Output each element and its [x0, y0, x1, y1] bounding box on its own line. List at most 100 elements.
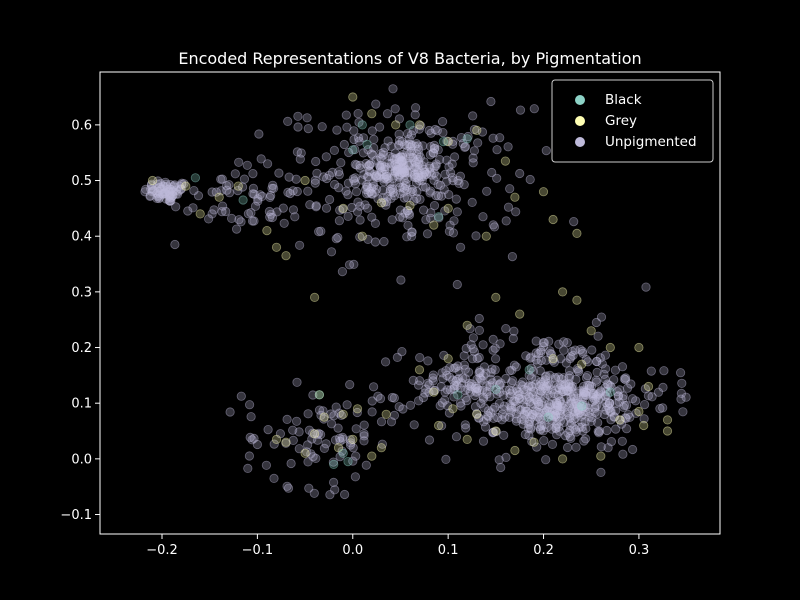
- unpigmented-point: [601, 405, 611, 415]
- unpigmented-point: [558, 386, 568, 397]
- unpigmented-point: [401, 166, 411, 176]
- grey-point: [448, 404, 458, 414]
- unpigmented-point: [600, 374, 610, 384]
- unpigmented-point: [534, 401, 544, 412]
- unpigmented-point: [519, 410, 530, 420]
- unpigmented-point: [557, 399, 567, 409]
- unpigmented-point: [245, 400, 255, 410]
- unpigmented-point: [588, 390, 598, 400]
- unpigmented-point: [532, 442, 542, 452]
- unpigmented-point: [540, 372, 551, 382]
- unpigmented-point: [321, 439, 331, 449]
- unpigmented-point: [432, 126, 442, 136]
- unpigmented-point: [288, 186, 298, 196]
- unpigmented-point: [482, 387, 492, 397]
- unpigmented-point: [249, 189, 259, 199]
- unpigmented-point: [253, 194, 263, 204]
- unpigmented-point: [394, 141, 404, 151]
- unpigmented-point: [566, 398, 577, 408]
- unpigmented-point: [488, 404, 498, 415]
- grey-point: [281, 437, 291, 447]
- unpigmented-point: [452, 380, 462, 391]
- black-point: [453, 390, 463, 400]
- unpigmented-point: [621, 424, 632, 434]
- unpigmented-point: [294, 240, 305, 250]
- unpigmented-point: [157, 189, 168, 199]
- unpigmented-point: [412, 172, 422, 182]
- unpigmented-point: [307, 434, 317, 444]
- unpigmented-point: [349, 134, 359, 145]
- unpigmented-point: [599, 369, 609, 379]
- unpigmented-point: [397, 168, 407, 178]
- unpigmented-point: [387, 392, 397, 403]
- unpigmented-point: [395, 182, 405, 192]
- unpigmented-point: [556, 411, 566, 421]
- unpigmented-point: [528, 386, 539, 396]
- unpigmented-point: [336, 158, 346, 168]
- x-tick-label: 0.1: [438, 543, 459, 558]
- unpigmented-point: [341, 110, 351, 120]
- unpigmented-point: [353, 109, 363, 119]
- unpigmented-point: [386, 141, 396, 151]
- unpigmented-point: [348, 443, 358, 453]
- unpigmented-point: [550, 405, 560, 415]
- unpigmented-point: [164, 196, 174, 206]
- unpigmented-point: [531, 355, 541, 365]
- unpigmented-point: [369, 143, 379, 153]
- unpigmented-point: [545, 370, 555, 380]
- unpigmented-point: [170, 239, 180, 250]
- unpigmented-point: [387, 183, 397, 193]
- unpigmented-point: [552, 385, 562, 395]
- unpigmented-point: [147, 187, 157, 197]
- unpigmented-point: [603, 380, 613, 390]
- unpigmented-point: [216, 174, 226, 184]
- unpigmented-point: [604, 398, 614, 408]
- unpigmented-point: [236, 217, 246, 227]
- grey-point: [510, 445, 520, 456]
- unpigmented-point: [414, 176, 424, 186]
- unpigmented-point: [160, 188, 170, 198]
- unpigmented-point: [283, 483, 294, 493]
- unpigmented-point: [513, 390, 524, 401]
- unpigmented-point: [586, 381, 597, 391]
- unpigmented-point: [525, 397, 535, 407]
- unpigmented-point: [355, 160, 365, 170]
- unpigmented-point: [351, 424, 361, 434]
- unpigmented-point: [505, 184, 515, 194]
- unpigmented-point: [262, 159, 273, 169]
- unpigmented-point: [218, 201, 228, 211]
- unpigmented-point: [559, 403, 569, 413]
- unpigmented-point: [324, 194, 335, 205]
- grey-point: [195, 209, 205, 219]
- unpigmented-point: [168, 186, 178, 196]
- unpigmented-point: [676, 394, 686, 404]
- unpigmented-point: [444, 372, 455, 382]
- unpigmented-point: [526, 363, 536, 373]
- unpigmented-point: [248, 169, 258, 179]
- unpigmented-point: [416, 121, 426, 131]
- unpigmented-point: [381, 200, 391, 210]
- unpigmented-point: [222, 185, 232, 195]
- unpigmented-point: [475, 366, 485, 376]
- unpigmented-point: [402, 147, 412, 157]
- unpigmented-point: [395, 170, 405, 180]
- unpigmented-point: [471, 387, 482, 397]
- unpigmented-point: [397, 346, 407, 357]
- unpigmented-point: [571, 398, 582, 409]
- unpigmented-point: [496, 378, 506, 388]
- unpigmented-point: [503, 142, 513, 152]
- unpigmented-point: [302, 447, 312, 457]
- unpigmented-point: [588, 392, 598, 402]
- unpigmented-point: [492, 389, 502, 399]
- unpigmented-point: [398, 182, 408, 192]
- unpigmented-point: [397, 167, 407, 178]
- unpigmented-point: [561, 358, 571, 368]
- unpigmented-point: [509, 360, 520, 370]
- unpigmented-point: [524, 409, 534, 419]
- unpigmented-point: [498, 390, 509, 400]
- unpigmented-point: [449, 152, 460, 162]
- unpigmented-point: [612, 386, 622, 397]
- unpigmented-point: [508, 333, 518, 344]
- y-tick-label: 0.2: [71, 341, 92, 356]
- unpigmented-point: [512, 386, 522, 396]
